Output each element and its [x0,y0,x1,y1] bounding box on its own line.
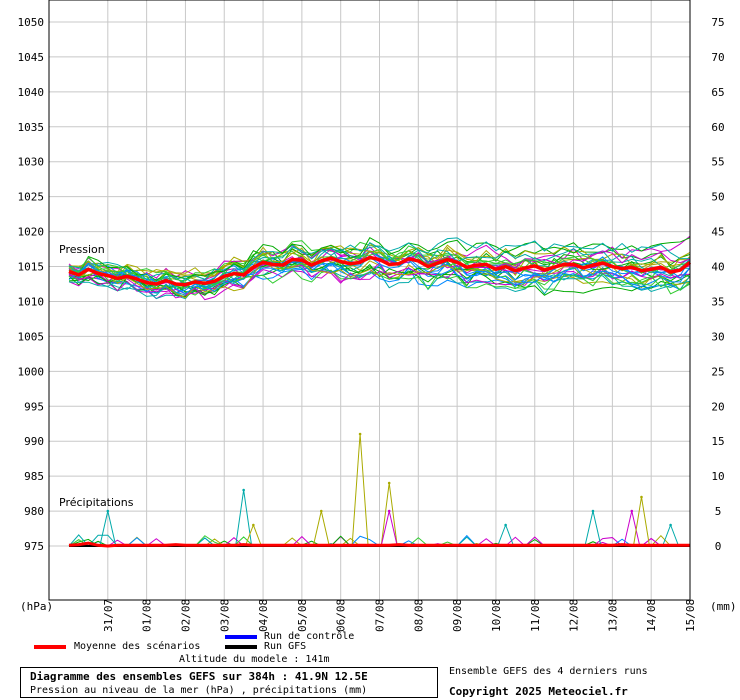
y-left-tick-label: 1015 [18,261,45,274]
precip-spike [312,510,330,547]
right-unit-label: (mm) [710,600,737,613]
y-left-tick-label: 990 [24,435,44,448]
precip-spike [662,523,680,547]
y-left-tick-label: 1045 [18,51,45,64]
x-tick-label: 01/08 [141,599,154,632]
precip-spike-point [252,523,255,527]
y-left-tick-label: 1005 [18,330,45,343]
y-left-tick-label: 1050 [18,16,45,29]
chart-grid [49,0,691,600]
left-unit-label: (hPa) [20,600,53,613]
x-tick-label: 14/08 [645,599,658,632]
precip-spike [244,523,262,547]
y-right-tick-label: 70 [711,51,724,64]
x-tick-label: 06/08 [335,599,348,632]
x-tick-label: 09/08 [451,599,464,632]
y-right-tick-label: 40 [711,261,724,274]
legend-label-mean: Moyenne des scénarios [74,641,201,652]
y-left-tick-label: 1010 [18,295,45,308]
precip-spike [623,510,641,547]
precip-spike-point [242,488,245,492]
x-tick-label: 31/07 [102,599,115,632]
y-left-tick-label: 975 [24,540,44,553]
precip-spike-point [640,495,643,499]
precip-spike-point [630,509,634,513]
precip-spike [584,510,602,547]
x-tick-label: 12/08 [568,599,581,632]
x-tick-label: 05/08 [296,599,309,632]
mean-pressure-line [68,255,692,287]
y-left-tick-label: 1000 [18,365,45,378]
model-altitude: Altitude du modele : 141m [179,654,330,665]
y-right-tick-label: 0 [715,540,722,553]
y-right-tick-label: 45 [711,226,724,239]
precip-spike-point [358,432,362,436]
y-right-tick-label: 15 [711,435,724,448]
mean-series [68,255,692,548]
chart-axes: 975 0 980 5 985 10 990 15 995 20 1000 25 1005 30 1010 3… [18,0,725,632]
precip-spike-point [106,509,110,513]
y-right-tick-label: 65 [711,86,724,99]
ensemble-member-line [68,246,691,278]
pressure-label: Pression [59,243,105,256]
y-right-tick-label: 75 [711,16,724,29]
ensemble-member-line [68,237,691,281]
legend-label-gfs: Run GFS [264,641,307,652]
ensemble-member-line [68,251,691,299]
ensemble-member-line [68,253,691,297]
legend-label-control: Run de contrôle [264,631,355,642]
precip-spike-point [387,481,391,485]
precip-spike-point [387,509,391,513]
y-right-tick-label: 10 [711,470,724,483]
y-right-tick-label: 50 [711,191,724,204]
legend-swatch-mean [34,645,66,649]
y-left-tick-label: 980 [24,505,44,518]
precip-spike [351,433,369,547]
x-tick-label: 15/08 [684,599,697,632]
x-tick-label: 02/08 [179,599,192,632]
y-left-tick-label: 1035 [18,121,45,134]
ensemble-member-line [68,237,691,297]
precip-spike-point [591,509,595,513]
y-right-tick-label: 5 [715,505,722,518]
plot-frame [48,0,691,601]
x-tick-label: 03/08 [218,599,231,632]
y-left-tick-label: 1030 [18,156,45,169]
legend-swatch-gfs [225,645,257,649]
ensemble-member-line [68,250,691,295]
mean-precip-line [68,541,690,548]
runs-note: Ensemble GEFS des 4 derniers runs [449,666,648,677]
x-tick-label: 13/08 [606,599,619,632]
y-right-tick-label: 60 [711,121,724,134]
x-tick-label: 10/08 [490,599,503,632]
y-right-tick-label: 35 [711,295,724,308]
y-right-tick-label: 20 [711,400,724,413]
legend-swatch-control [225,635,257,639]
y-left-tick-label: 1020 [18,226,45,239]
y-right-tick-label: 55 [711,156,724,169]
x-tick-label: 07/08 [374,599,387,632]
precip-spike-point [504,523,507,527]
x-tick-label: 11/08 [529,599,542,632]
footer-caption-box [20,667,438,698]
y-right-tick-label: 30 [711,330,724,343]
footer-title: Diagramme des ensembles GEFS sur 384h : … [30,670,368,683]
ensemble-member-line [68,250,691,286]
precip-label: Précipitations [59,496,134,509]
x-tick-label: 08/08 [412,599,425,632]
footer-subtitle: Pression au niveau de la mer (hPa) , pré… [30,685,368,696]
y-left-tick-label: 995 [24,400,44,413]
precip-spike-point [669,523,672,527]
precip-spike [497,523,515,547]
copyright: Copyright 2025 Meteociel.fr [449,685,628,698]
y-right-tick-label: 25 [711,365,724,378]
y-left-tick-label: 1025 [18,191,45,204]
y-left-tick-label: 985 [24,470,44,483]
precip-spike-point [319,509,323,513]
ensemble-member-line [68,242,691,280]
precip-spike [632,496,650,547]
x-tick-label: 04/08 [257,599,270,632]
y-left-tick-label: 1040 [18,86,45,99]
